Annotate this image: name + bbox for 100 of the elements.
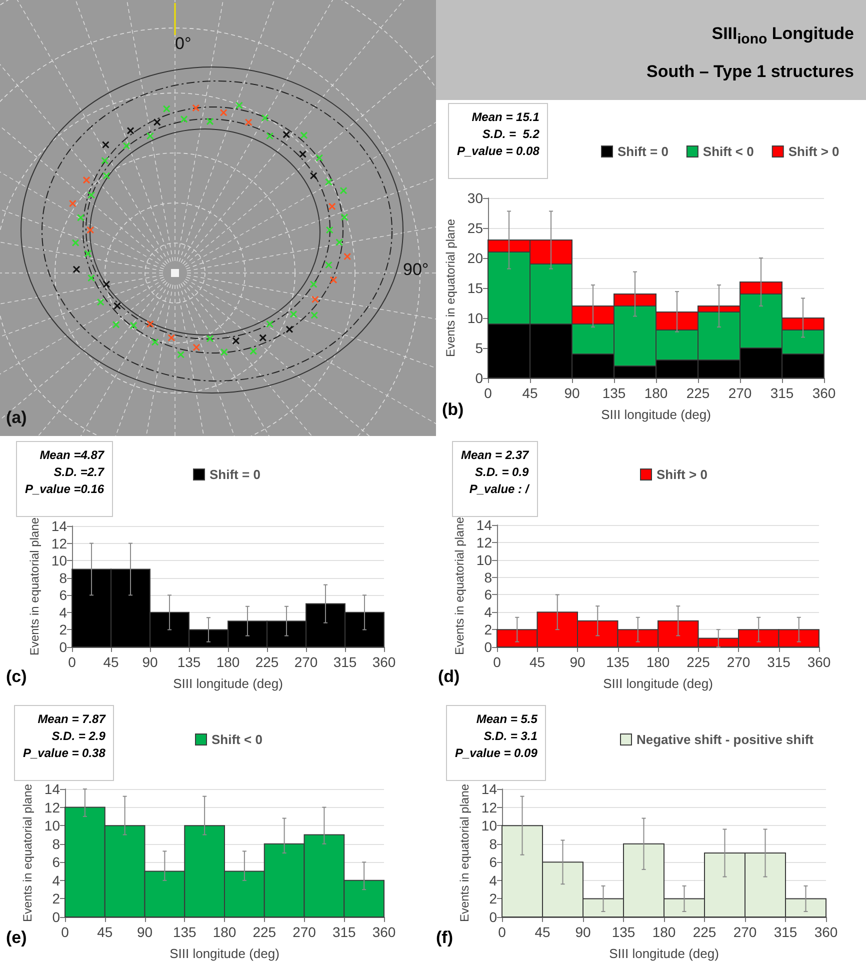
- x-axis-title: SIII longitude (deg): [173, 676, 283, 691]
- x-axis-title: SIII longitude (deg): [601, 407, 711, 422]
- y-axis-title: Events in equatorial plane: [452, 516, 467, 656]
- x-tick-label: 45: [534, 924, 550, 940]
- text: (c): [6, 667, 27, 687]
- x-tick-label: 360: [372, 654, 396, 670]
- y-tick-label: 2: [52, 890, 60, 907]
- x-tick-label: 90: [575, 924, 591, 940]
- text: P_value = 0.09: [455, 746, 538, 760]
- x-tick-label: 90: [142, 654, 158, 670]
- y-tick-label: 12: [51, 535, 68, 552]
- x-tick-label: 135: [602, 385, 626, 401]
- text: (b): [442, 400, 464, 420]
- x-tick-label: 135: [177, 654, 201, 670]
- text: (f): [436, 928, 453, 948]
- y-axis-title: Events in equatorial plane: [444, 218, 458, 358]
- x-tick-label: 270: [726, 654, 750, 670]
- legend-label: Shift < 0: [702, 144, 754, 159]
- text: Mean =4.87: [40, 448, 104, 462]
- y-tick-label: 15: [467, 280, 484, 296]
- y-tick-label: 25: [467, 220, 484, 236]
- legend-label: Shift = 0: [618, 144, 668, 159]
- y-tick-label: 8: [52, 836, 60, 852]
- x-tick-label: 45: [522, 385, 538, 401]
- text: (e): [6, 928, 27, 948]
- y-tick-label: 10: [44, 818, 60, 834]
- x-tick-label: 45: [97, 924, 113, 940]
- chart-title: SIII$_{iono}$ Longitude: [710, 23, 854, 50]
- y-tick-label: 8: [489, 836, 498, 852]
- y-tick-label: 4: [52, 872, 60, 888]
- x-tick-label: 360: [372, 924, 396, 940]
- x-tick-label: 180: [652, 924, 676, 940]
- x-tick-label: 90: [564, 385, 580, 401]
- x-tick-label: 315: [770, 385, 794, 401]
- x-tick-label: 360: [814, 924, 838, 940]
- x-tick-label: 270: [294, 654, 318, 670]
- y-tick-label: 6: [489, 854, 498, 870]
- x-tick-label: 360: [807, 654, 831, 670]
- y-tick-label: 10: [476, 552, 492, 568]
- y-tick-label: 12: [481, 799, 498, 816]
- legend-label: Shift > 0: [788, 144, 840, 159]
- x-tick-label: 90: [136, 924, 153, 940]
- y-tick-label: 0: [59, 639, 68, 655]
- text: P_value = 0.38: [23, 746, 106, 760]
- text: S.D. = 0.9: [475, 465, 529, 479]
- x-axis-title: SIII longitude (deg): [603, 676, 713, 691]
- y-tick-label: 10: [51, 552, 68, 569]
- y-tick-label: 4: [484, 604, 492, 620]
- y-tick-label: 14: [44, 781, 60, 797]
- x-axis-title: SIII longitude (deg): [609, 946, 719, 961]
- text: (d): [438, 667, 460, 687]
- y-tick-label: 0: [484, 639, 492, 655]
- y-tick-label: 30: [467, 190, 484, 206]
- x-tick-label: 135: [606, 654, 630, 670]
- x-tick-label: 45: [529, 654, 546, 670]
- text: Mean = 7.87: [38, 712, 106, 726]
- y-tick-label: 20: [467, 250, 484, 266]
- text: P_value = 0.08: [457, 144, 540, 158]
- text: Mean = 15.1: [472, 110, 540, 124]
- x-tick-label: 90: [570, 654, 586, 670]
- x-tick-label: 135: [172, 924, 197, 940]
- text: S.D. = 5.2: [482, 127, 540, 141]
- text: S.D. = 2.9: [52, 729, 106, 743]
- y-tick-label: 12: [44, 799, 60, 816]
- legend-label: Shift > 0: [656, 467, 708, 482]
- y-tick-label: 14: [481, 781, 498, 797]
- x-tick-label: 225: [255, 654, 279, 670]
- x-tick-label: 180: [212, 924, 236, 940]
- x-tick-label: 45: [103, 654, 119, 670]
- y-tick-label: 4: [489, 872, 498, 888]
- y-tick-label: 0: [489, 909, 498, 925]
- y-tick-label: 2: [484, 622, 492, 638]
- y-tick-label: 4: [59, 604, 68, 620]
- y-tick-label: 8: [59, 570, 68, 586]
- x-tick-label: 315: [332, 924, 356, 940]
- text: (a): [6, 408, 27, 428]
- x-tick-label: 225: [252, 924, 276, 940]
- text: Mean = 2.37: [461, 448, 529, 462]
- text: S.D. =2.7: [54, 465, 104, 479]
- text: 0°: [175, 34, 192, 54]
- x-tick-label: 180: [646, 654, 670, 670]
- x-tick-label: 180: [644, 385, 668, 401]
- y-tick-label: 0: [475, 370, 484, 386]
- x-tick-label: 315: [767, 654, 791, 670]
- y-tick-label: 14: [51, 518, 68, 534]
- text: S.D. = 3.1: [484, 729, 538, 743]
- text: Mean = 5.5: [476, 712, 538, 726]
- legend-label: Shift = 0: [210, 467, 260, 482]
- text: P_value =0.16: [25, 482, 104, 496]
- x-tick-label: 270: [728, 385, 752, 401]
- y-tick-label: 6: [59, 587, 68, 604]
- legend-label: Negative shift - positive shift: [636, 732, 814, 747]
- chart-subtitle: South – Type 1 structures: [645, 62, 854, 82]
- y-tick-label: 10: [481, 818, 498, 834]
- y-tick-label: 8: [484, 569, 492, 586]
- x-tick-label: 315: [333, 654, 357, 670]
- x-tick-label: 225: [686, 654, 710, 670]
- y-tick-label: 12: [476, 534, 492, 550]
- x-tick-label: 270: [292, 924, 316, 940]
- y-tick-label: 10: [467, 310, 484, 326]
